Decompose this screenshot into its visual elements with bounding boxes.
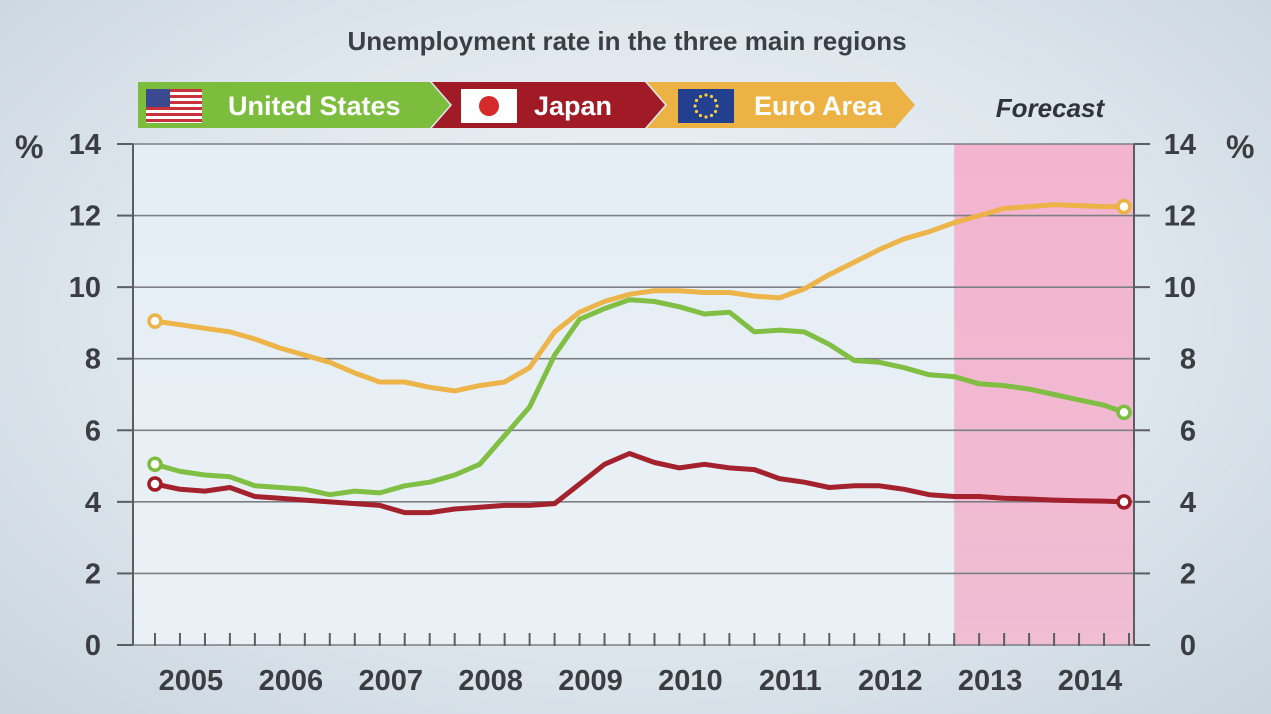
y-tick-label-right: 8 (1180, 344, 1196, 376)
y-tick-label-left: 8 (85, 344, 101, 376)
axes: 0 0 2 2 4 4 6 6 8 8 10 10 12 12 14 14 2005 2006 2007 2008 20… (69, 129, 1196, 697)
eu-star-icon (713, 109, 718, 114)
japan-flag-icon (461, 89, 517, 123)
x-tick-label: 2007 (358, 665, 423, 697)
y-tick-label-left: 2 (85, 558, 101, 590)
legend-item-united-states: United States (138, 82, 450, 128)
legend-item-japan: Japan (432, 82, 665, 128)
series-marker-euro-area-end (1116, 198, 1132, 215)
y-unit-left: % (15, 129, 43, 165)
legend-label-japan: Japan (534, 91, 612, 121)
eu-star-icon (694, 98, 699, 103)
y-tick-label-right: 4 (1180, 487, 1196, 519)
x-tick-label: 2006 (259, 665, 324, 697)
legend-item-euro-area: Euro Area (647, 82, 915, 128)
y-tick-label-left: 12 (69, 201, 101, 233)
series-marker-japan-start (147, 476, 163, 492)
x-tick-label: 2013 (958, 665, 1023, 697)
series-marker-japan-end (1116, 494, 1132, 510)
series-line-euro-area (152, 202, 1127, 394)
y-tick-label-right: 2 (1180, 558, 1196, 590)
legend-label-euro-area: Euro Area (754, 91, 883, 121)
x-tick-label: 2008 (458, 665, 523, 697)
forecast-label: Forecast (996, 93, 1106, 123)
y-tick-label-right: 10 (1164, 272, 1196, 304)
eu-star-icon (709, 113, 714, 118)
x-tick-label: 2010 (658, 665, 723, 697)
y-unit-right: % (1226, 129, 1254, 165)
series-line-united-states (152, 297, 1127, 498)
y-tick-label-left: 4 (85, 487, 101, 519)
series-lines (152, 202, 1127, 516)
legend: United States Japan Euro Area (138, 82, 915, 128)
x-tick-label: 2012 (858, 665, 923, 697)
eu-star-icon (713, 98, 718, 103)
x-tick-label: 2009 (558, 665, 623, 697)
eu-star-icon (704, 115, 708, 119)
x-tick-label: 2005 (159, 665, 224, 697)
eu-star-icon (698, 113, 703, 118)
series-marker-united-states-start (147, 456, 163, 473)
eu-star-icon (698, 94, 703, 99)
series-marker-united-states-end (1116, 404, 1132, 421)
legend-label-united-states: United States (228, 91, 401, 121)
us-flag-icon (146, 89, 202, 123)
y-tick-label-left: 0 (85, 630, 101, 662)
y-tick-label-left: 6 (85, 415, 101, 447)
x-tick-label: 2011 (759, 665, 822, 697)
eu-star-icon (693, 104, 697, 108)
y-tick-label-right: 12 (1164, 201, 1196, 233)
y-tick-label-left: 10 (69, 272, 101, 304)
endpoint-markers (147, 198, 1132, 510)
y-tick-label-left: 14 (69, 129, 101, 161)
y-tick-label-right: 0 (1180, 630, 1196, 662)
eu-star-icon (709, 94, 714, 99)
y-tick-label-right: 14 (1164, 129, 1196, 161)
x-tick-label: 2014 (1058, 665, 1123, 697)
y-tick-label-right: 6 (1180, 415, 1196, 447)
chart-title: Unemployment rate in the three main regi… (347, 26, 906, 56)
eu-star-icon (704, 93, 708, 97)
eu-star-icon (694, 109, 699, 114)
series-line-japan (152, 451, 1127, 516)
series-marker-euro-area-start (147, 313, 163, 329)
eu-flag-icon (678, 89, 734, 123)
eu-star-icon (715, 104, 719, 108)
